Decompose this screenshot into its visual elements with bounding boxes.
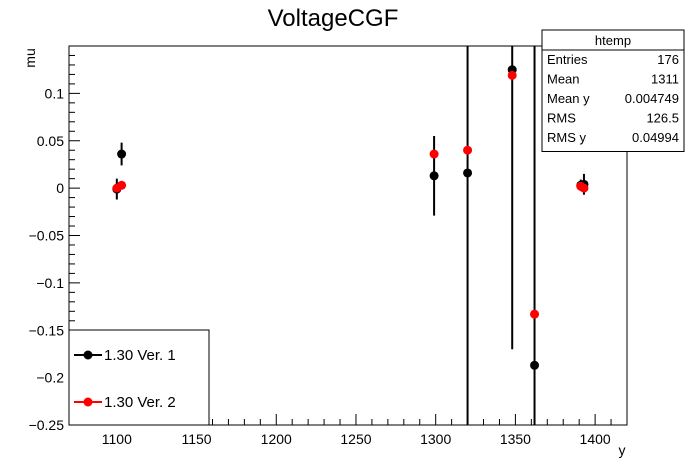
stats-label: RMS <box>547 111 576 126</box>
stats-value: 1311 <box>651 72 679 87</box>
x-axis-label: y <box>619 442 626 458</box>
x-tick-label: 1250 <box>340 431 371 447</box>
data-point <box>463 168 473 178</box>
series-2 <box>112 70 589 319</box>
x-tick-label: 1100 <box>102 431 132 447</box>
data-point <box>530 309 540 319</box>
x-tick-label: 1400 <box>580 431 611 447</box>
stats-value: 176 <box>657 52 679 67</box>
legend-label: 1.30 Ver. 1 <box>104 347 176 364</box>
y-tick-label: −0.15 <box>29 322 65 338</box>
data-point <box>117 180 127 190</box>
legend-label: 1.30 Ver. 2 <box>104 394 176 411</box>
data-point <box>579 183 589 193</box>
stats-box: htemp Entries 176 Mean 1311 Mean y 0.004749 RMS… <box>541 29 685 152</box>
y-tick-label: −0.25 <box>29 417 65 433</box>
chart-title: VoltageCGF <box>268 5 399 32</box>
data-point <box>117 149 127 159</box>
stats-value: 0.04994 <box>632 130 679 145</box>
legend-box <box>68 329 210 426</box>
legend-marker <box>83 350 93 360</box>
x-tick-label: 1350 <box>500 431 531 447</box>
data-point <box>530 360 540 370</box>
stats-value: 126.5 <box>646 111 679 126</box>
stats-body-box <box>541 49 685 152</box>
x-tick-label: 1150 <box>181 431 211 447</box>
stats-label: Mean <box>547 72 580 87</box>
y-tick-label: 0.1 <box>45 85 65 101</box>
y-tick-label: −0.05 <box>29 228 65 244</box>
stats-label: RMS y <box>547 130 587 145</box>
data-point <box>429 149 439 159</box>
data-point <box>507 70 517 80</box>
y-axis-label: mu <box>22 48 38 67</box>
y-tick-label: 0.05 <box>37 133 64 149</box>
x-tick-label: 1300 <box>420 431 451 447</box>
data-point <box>429 171 439 181</box>
y-tick-label: −0.2 <box>36 370 64 386</box>
data-point <box>463 145 473 155</box>
stats-title: htemp <box>595 33 631 48</box>
stats-value: 0.004749 <box>625 91 679 106</box>
stats-label: Mean y <box>547 91 590 106</box>
x-tick-label: 1200 <box>261 431 292 447</box>
y-tick-label: −0.1 <box>36 275 64 291</box>
legend-marker <box>83 397 93 407</box>
stats-label: Entries <box>547 52 588 67</box>
legend: 1.30 Ver. 1 1.30 Ver. 2 <box>68 329 210 426</box>
y-tick-label: 0 <box>56 180 64 196</box>
